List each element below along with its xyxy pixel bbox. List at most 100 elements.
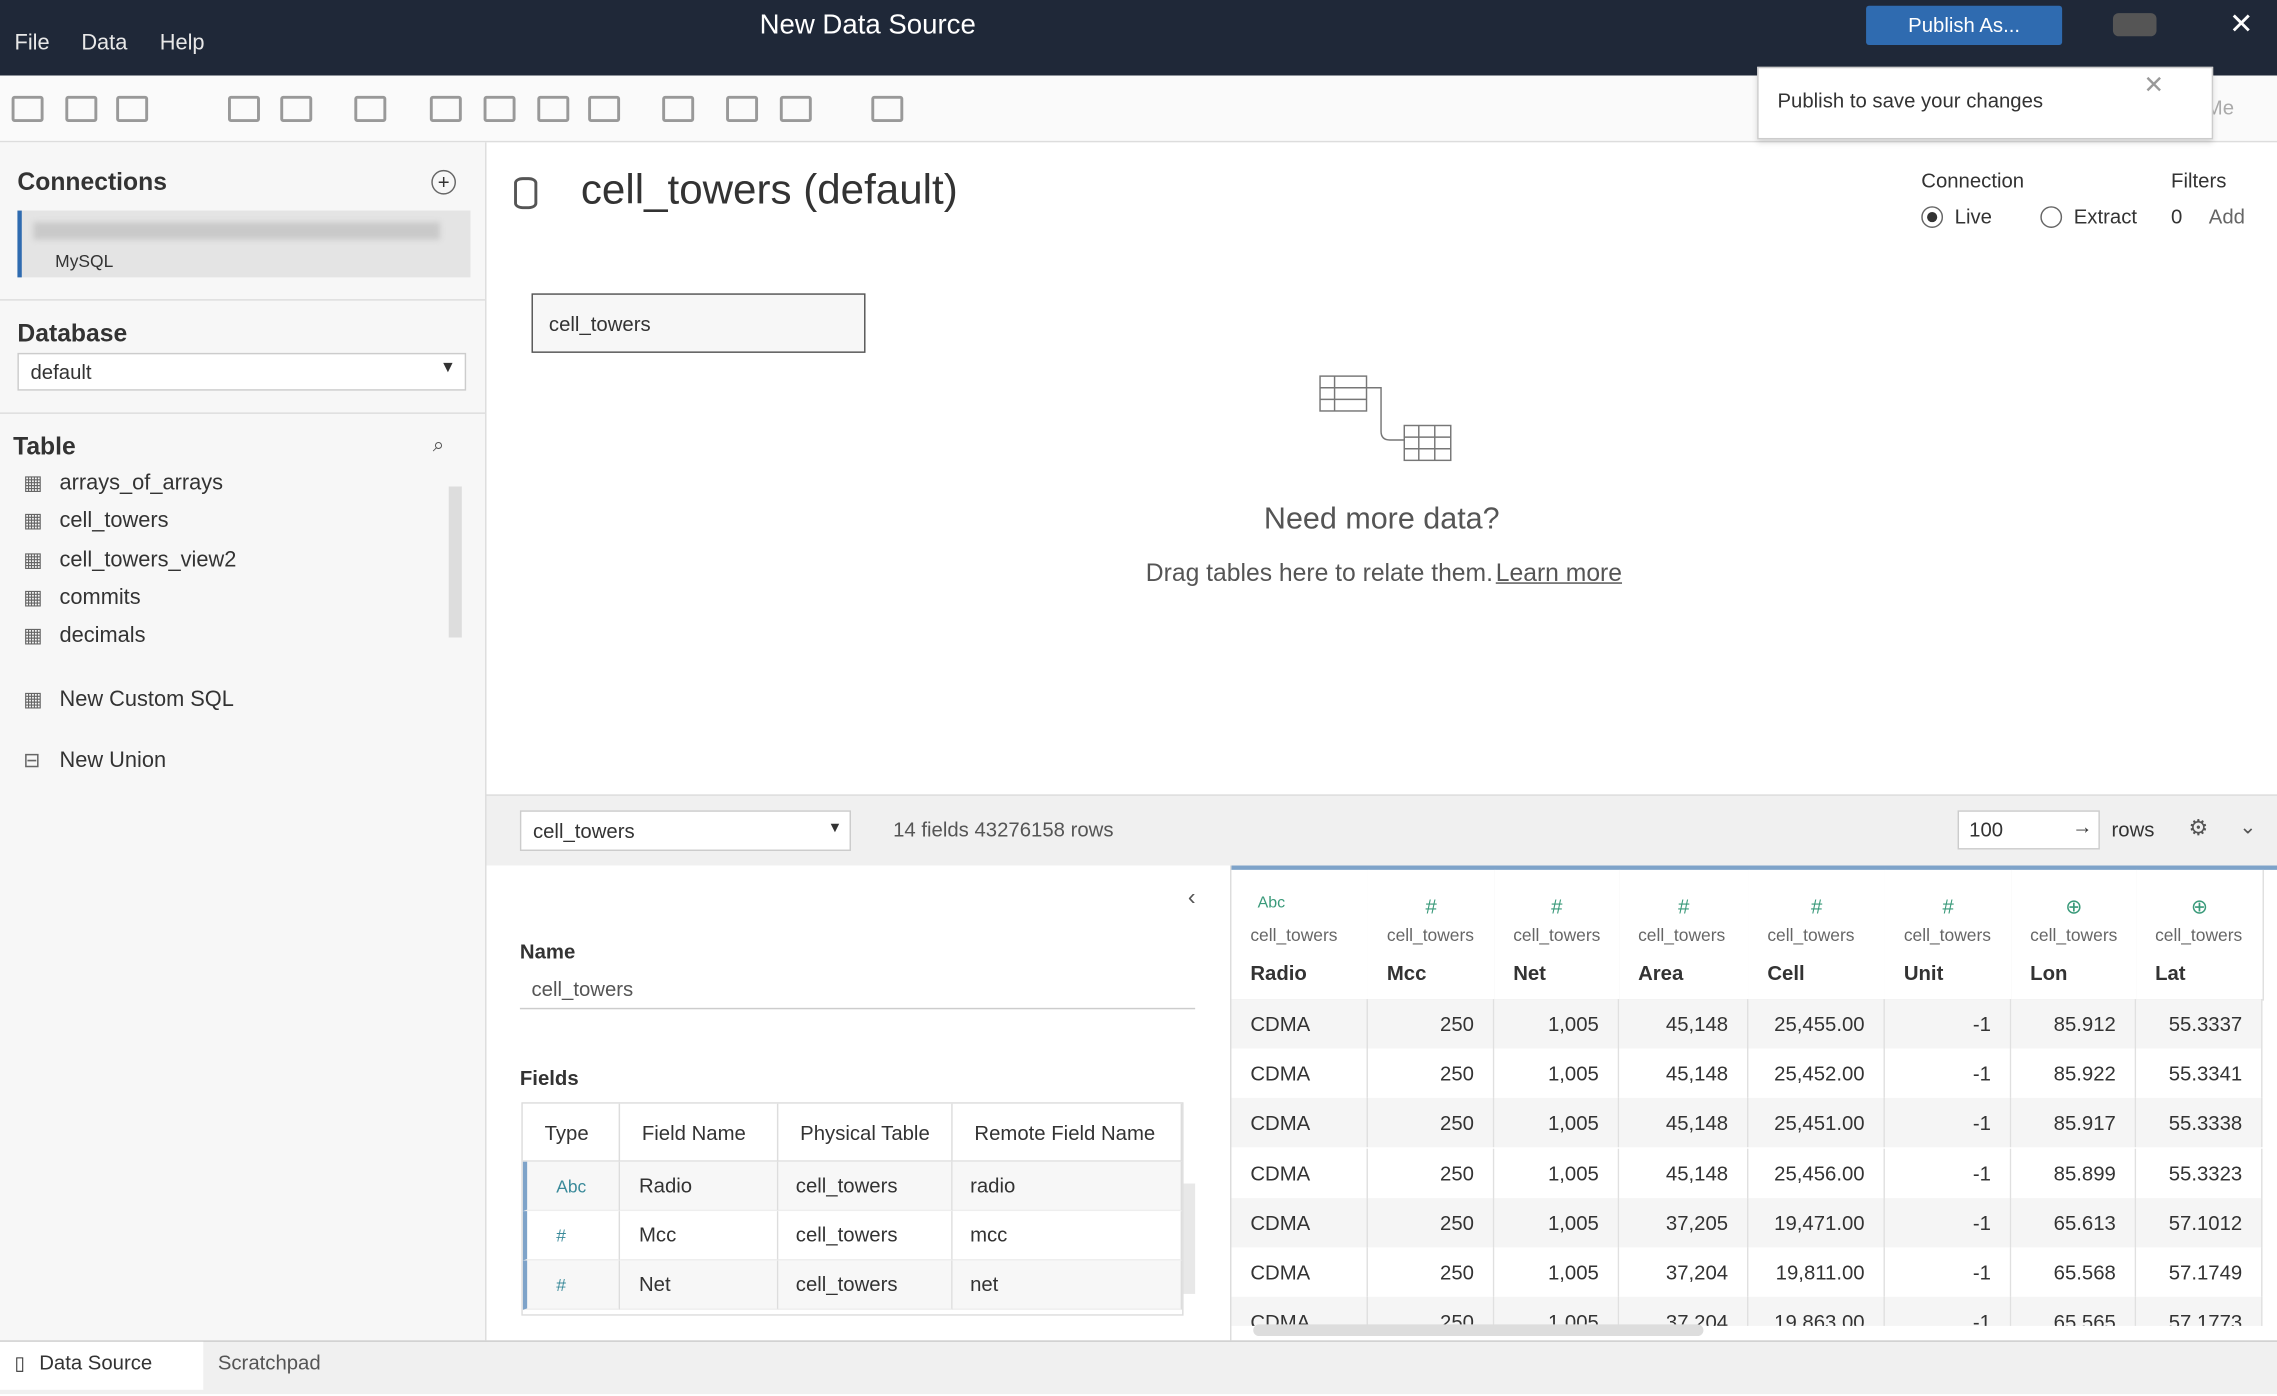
database-select[interactable]: default ▼ [17,352,467,391]
connection-item[interactable]: MySQL [17,210,471,278]
toolbar-button[interactable] [227,95,260,122]
data-cell: CDMA [1231,1148,1368,1198]
toolbar-button[interactable] [871,95,904,122]
toolbar-button[interactable] [779,95,812,122]
table-select-value: cell_towers [532,819,635,843]
toolbar-button[interactable] [537,95,570,122]
data-cell: CDMA [1231,999,1368,1049]
data-cell: 37,205 [1619,1197,1749,1248]
menu-item[interactable]: File [14,30,50,56]
collapse-button[interactable]: ⌄ [2239,814,2257,838]
column-header[interactable]: Remote Field Name [952,1103,1183,1162]
user-avatar[interactable] [2112,13,2157,37]
toolbar-button[interactable] [65,95,98,122]
data-cell: 19,471.00 [1748,1197,1885,1248]
table-item[interactable]: cell_towers_view2 [59,546,237,572]
data-cell: 65.613 [2011,1197,2137,1248]
custom-sql-icon: ▦ [23,686,43,711]
rows-go[interactable]: → [2072,814,2093,838]
datasource-icon[interactable] [514,177,538,210]
column-name[interactable]: Radio [1250,961,1307,985]
column-name[interactable]: Net [1513,961,1546,985]
table-item[interactable]: arrays_of_arrays [59,470,223,496]
learn-more-link[interactable]: Learn more [1495,559,1623,587]
field-type: ⊕ [2190,894,2208,918]
publish-button[interactable]: Publish As... [1866,5,2063,46]
table-icon: ▦ [23,508,43,532]
menu-item[interactable]: Data [81,30,128,56]
data-cell: 55.3337 [2136,999,2263,1049]
collapse-metadata[interactable]: ‹ [1187,885,1196,911]
column-name[interactable]: Mcc [1386,961,1427,985]
filters-add[interactable]: Add [2208,204,2245,228]
field-type: # [1811,894,1823,918]
toolbar-button[interactable] [726,95,759,122]
data-cell: 57.1012 [2136,1197,2263,1248]
column-header[interactable]: Physical Table [778,1103,953,1162]
tab[interactable]: Scratchpad [217,1350,321,1374]
toolbar-button[interactable] [429,95,462,122]
data-cell: 85.922 [2011,1048,2137,1099]
column-source: cell_towers [1513,925,1601,946]
settings-button[interactable]: ⚙ [2188,816,2209,841]
toolbar-button[interactable] [354,95,387,122]
name-label: Name [519,939,576,963]
publish-tooltip: Publish to save your changes ✕ [1757,66,2214,140]
column-header [1619,869,1750,1001]
toolbar-button[interactable] [483,95,516,122]
divider [0,412,486,414]
radio-dot [1927,212,1938,223]
field-cell: mcc [952,1211,1183,1261]
new-union[interactable]: New Union [59,747,167,773]
live-radio[interactable] [1921,206,1944,228]
data-cell: CDMA [1231,1297,1368,1326]
column-name[interactable]: Cell [1767,961,1805,985]
table-item[interactable]: cell_towers [59,508,169,534]
fields-table: Type Field Name Physical Table Remote Field… [521,1102,1184,1316]
datasource-name[interactable]: cell_towers (default) [580,167,958,214]
table-select[interactable]: cell_towers ▼ [519,810,851,851]
live-label[interactable]: Live [1954,204,1992,228]
extract-label[interactable]: Extract [2073,204,2138,228]
toolbar-button[interactable] [116,95,149,122]
extract-radio[interactable] [2040,206,2063,228]
toolbar-button[interactable] [662,95,695,122]
tab[interactable]: Data Source [39,1350,153,1374]
data-cell: 250 [1367,999,1495,1049]
data-cell: 25,456.00 [1748,1148,1885,1198]
dropdown-arrow: ▼ [440,358,456,377]
type-icon: # [522,1260,621,1310]
data-cell: CDMA [1231,1197,1368,1248]
data-cell: 85.899 [2011,1148,2137,1198]
search-tables[interactable]: ⌕ [432,432,445,456]
table-item[interactable]: decimals [59,623,146,648]
column-header[interactable]: Field Name [620,1103,779,1162]
table-item[interactable]: commits [59,585,141,610]
field-cell: cell_towers [778,1260,953,1310]
column-name[interactable]: Unit [1903,961,1944,985]
connection-type: MySQL [55,251,114,272]
column-name[interactable]: Lon [2030,961,2068,985]
toolbar-button[interactable] [588,95,621,122]
column-source: cell_towers [1638,925,1726,946]
grid-summary: 14 fields 43276158 rows [893,817,1114,841]
table-box[interactable]: cell_towers [531,293,866,353]
toolbar-button[interactable] [280,95,313,122]
menu-item[interactable]: Help [159,30,205,56]
toolbar-button[interactable] [11,95,44,122]
close-button[interactable]: ✕ [2229,8,2254,41]
name-input[interactable]: cell_towers [519,973,1196,1010]
tooltip-close[interactable]: ✕ [2143,71,2165,99]
field-type: # [1551,894,1563,918]
rows-input[interactable]: 100 → [1957,810,2100,850]
column-header[interactable]: Type [522,1103,621,1162]
column-name[interactable]: Area [1638,961,1684,985]
column-name[interactable]: Lat [2155,961,2186,985]
add-connection[interactable]: + [431,169,456,195]
new-custom-sql[interactable]: New Custom SQL [59,686,234,712]
data-cell: 45,148 [1619,1048,1749,1099]
preview-grid: Abc cell_towers Radio CDMA CDMA CDMA CDMA CDMA C… [1231,865,2277,1326]
rows-label: rows [2111,817,2155,841]
table-icon: ▦ [23,623,43,647]
